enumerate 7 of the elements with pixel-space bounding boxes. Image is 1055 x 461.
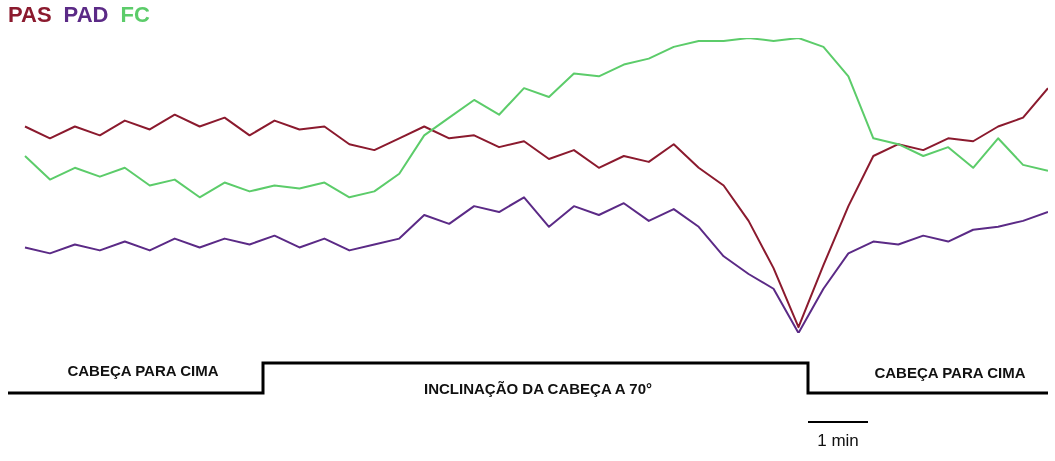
text: FC [120,2,150,28]
text: 1 min [817,431,859,450]
text: INCLINAÇÃO DA CABEÇA A 70° [424,380,652,397]
text: CABEÇA PARA CIMA [67,362,219,379]
text: CABEÇA PARA CIMA [874,364,1026,381]
text: PAD [63,2,109,28]
text: PAS [8,2,52,28]
